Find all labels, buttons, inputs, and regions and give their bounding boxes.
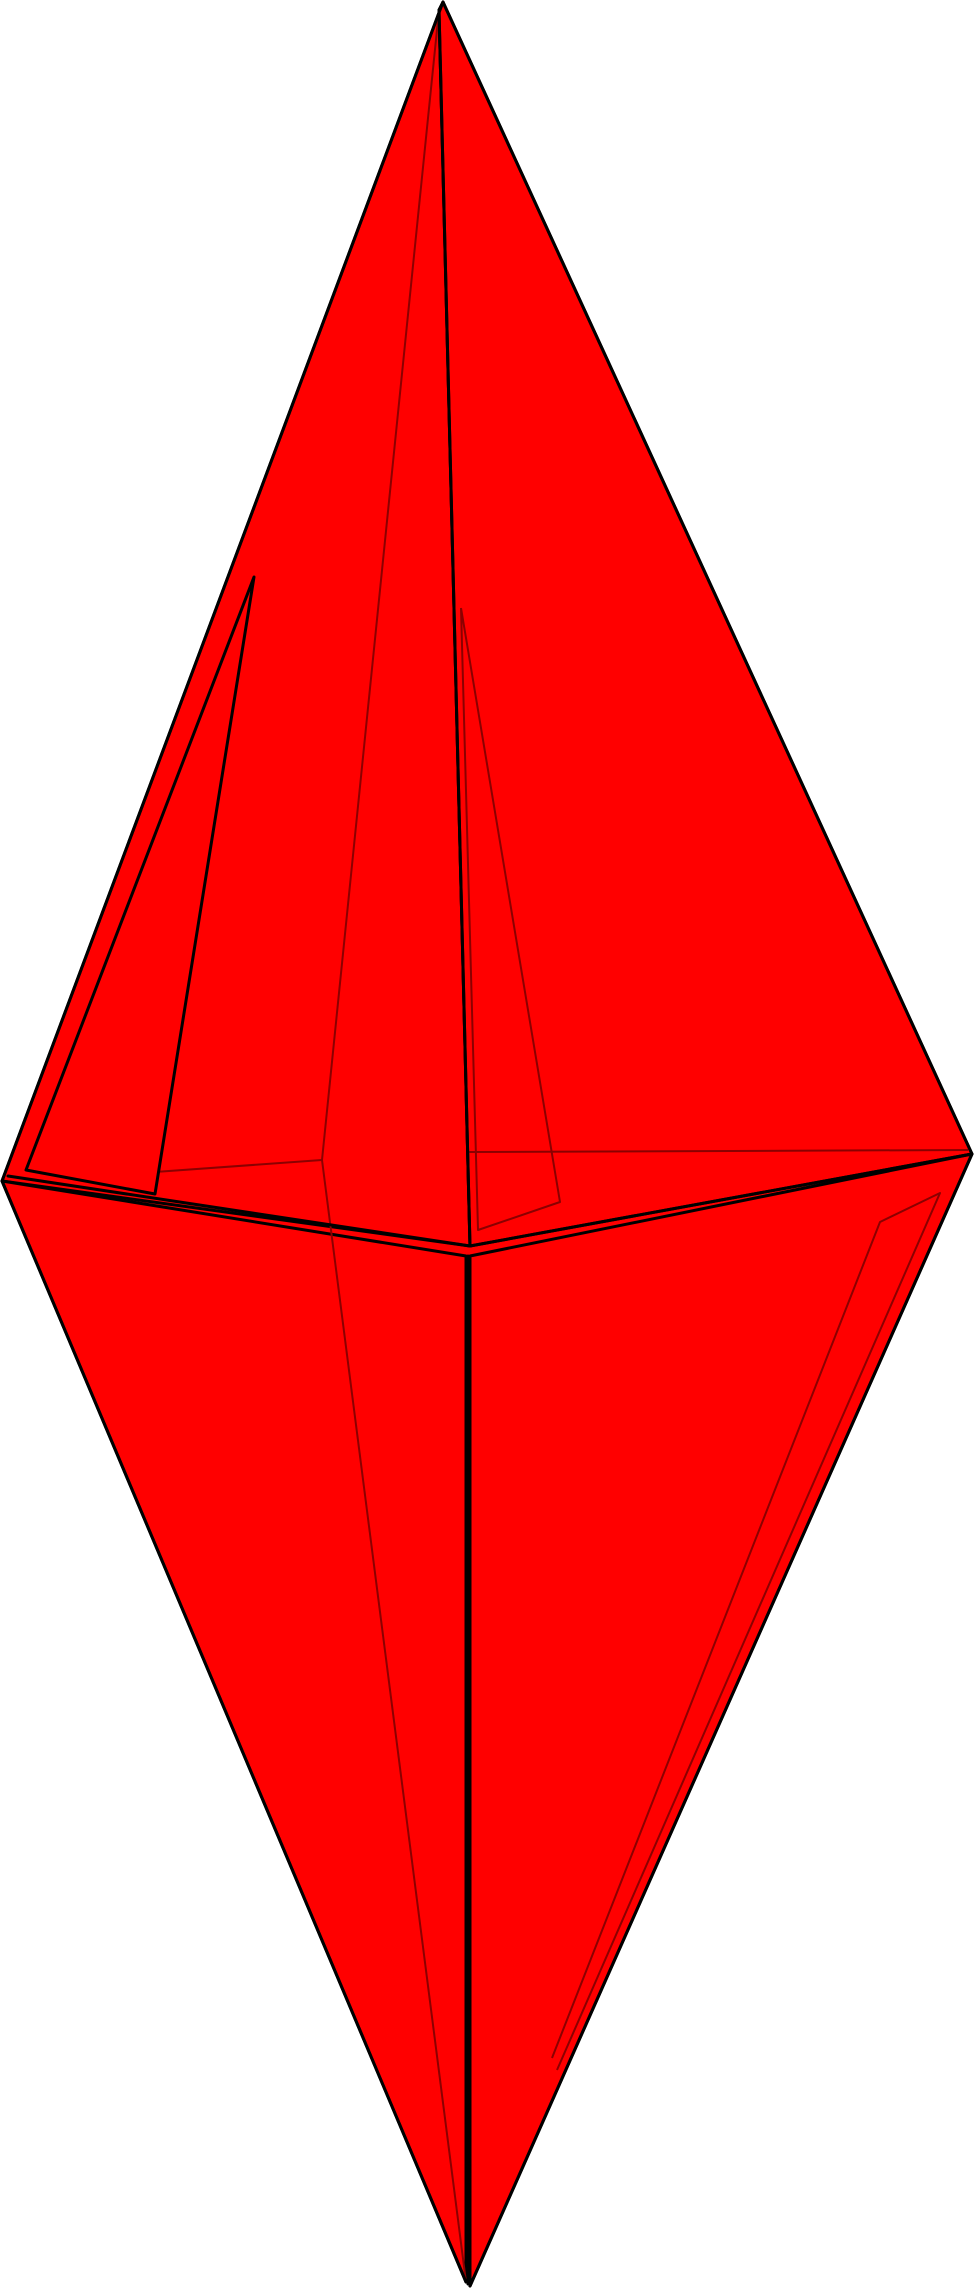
edge-equator-right [468,1152,974,1248]
inner-spike-left [24,575,256,1196]
edge-left-bottom [0,1179,468,2284]
hidden-edge-back-to-left [154,1159,323,1173]
hidden-edges [154,9,969,2283]
hidden-edge-back-to-bottom [321,1159,467,2283]
edge-right-bottom [468,1152,974,2288]
edge-apex-front [437,8,472,1248]
hidden-inner-sliver-right [551,1192,941,2071]
hidden-inner-spike-center [460,607,561,1231]
edge-equator-left [6,1174,472,1248]
edge-apex-left [0,0,445,1183]
upper-right-face [437,0,974,1248]
edge-apex-right [441,0,974,1156]
hidden-edge-apex-to-back [321,9,440,1161]
